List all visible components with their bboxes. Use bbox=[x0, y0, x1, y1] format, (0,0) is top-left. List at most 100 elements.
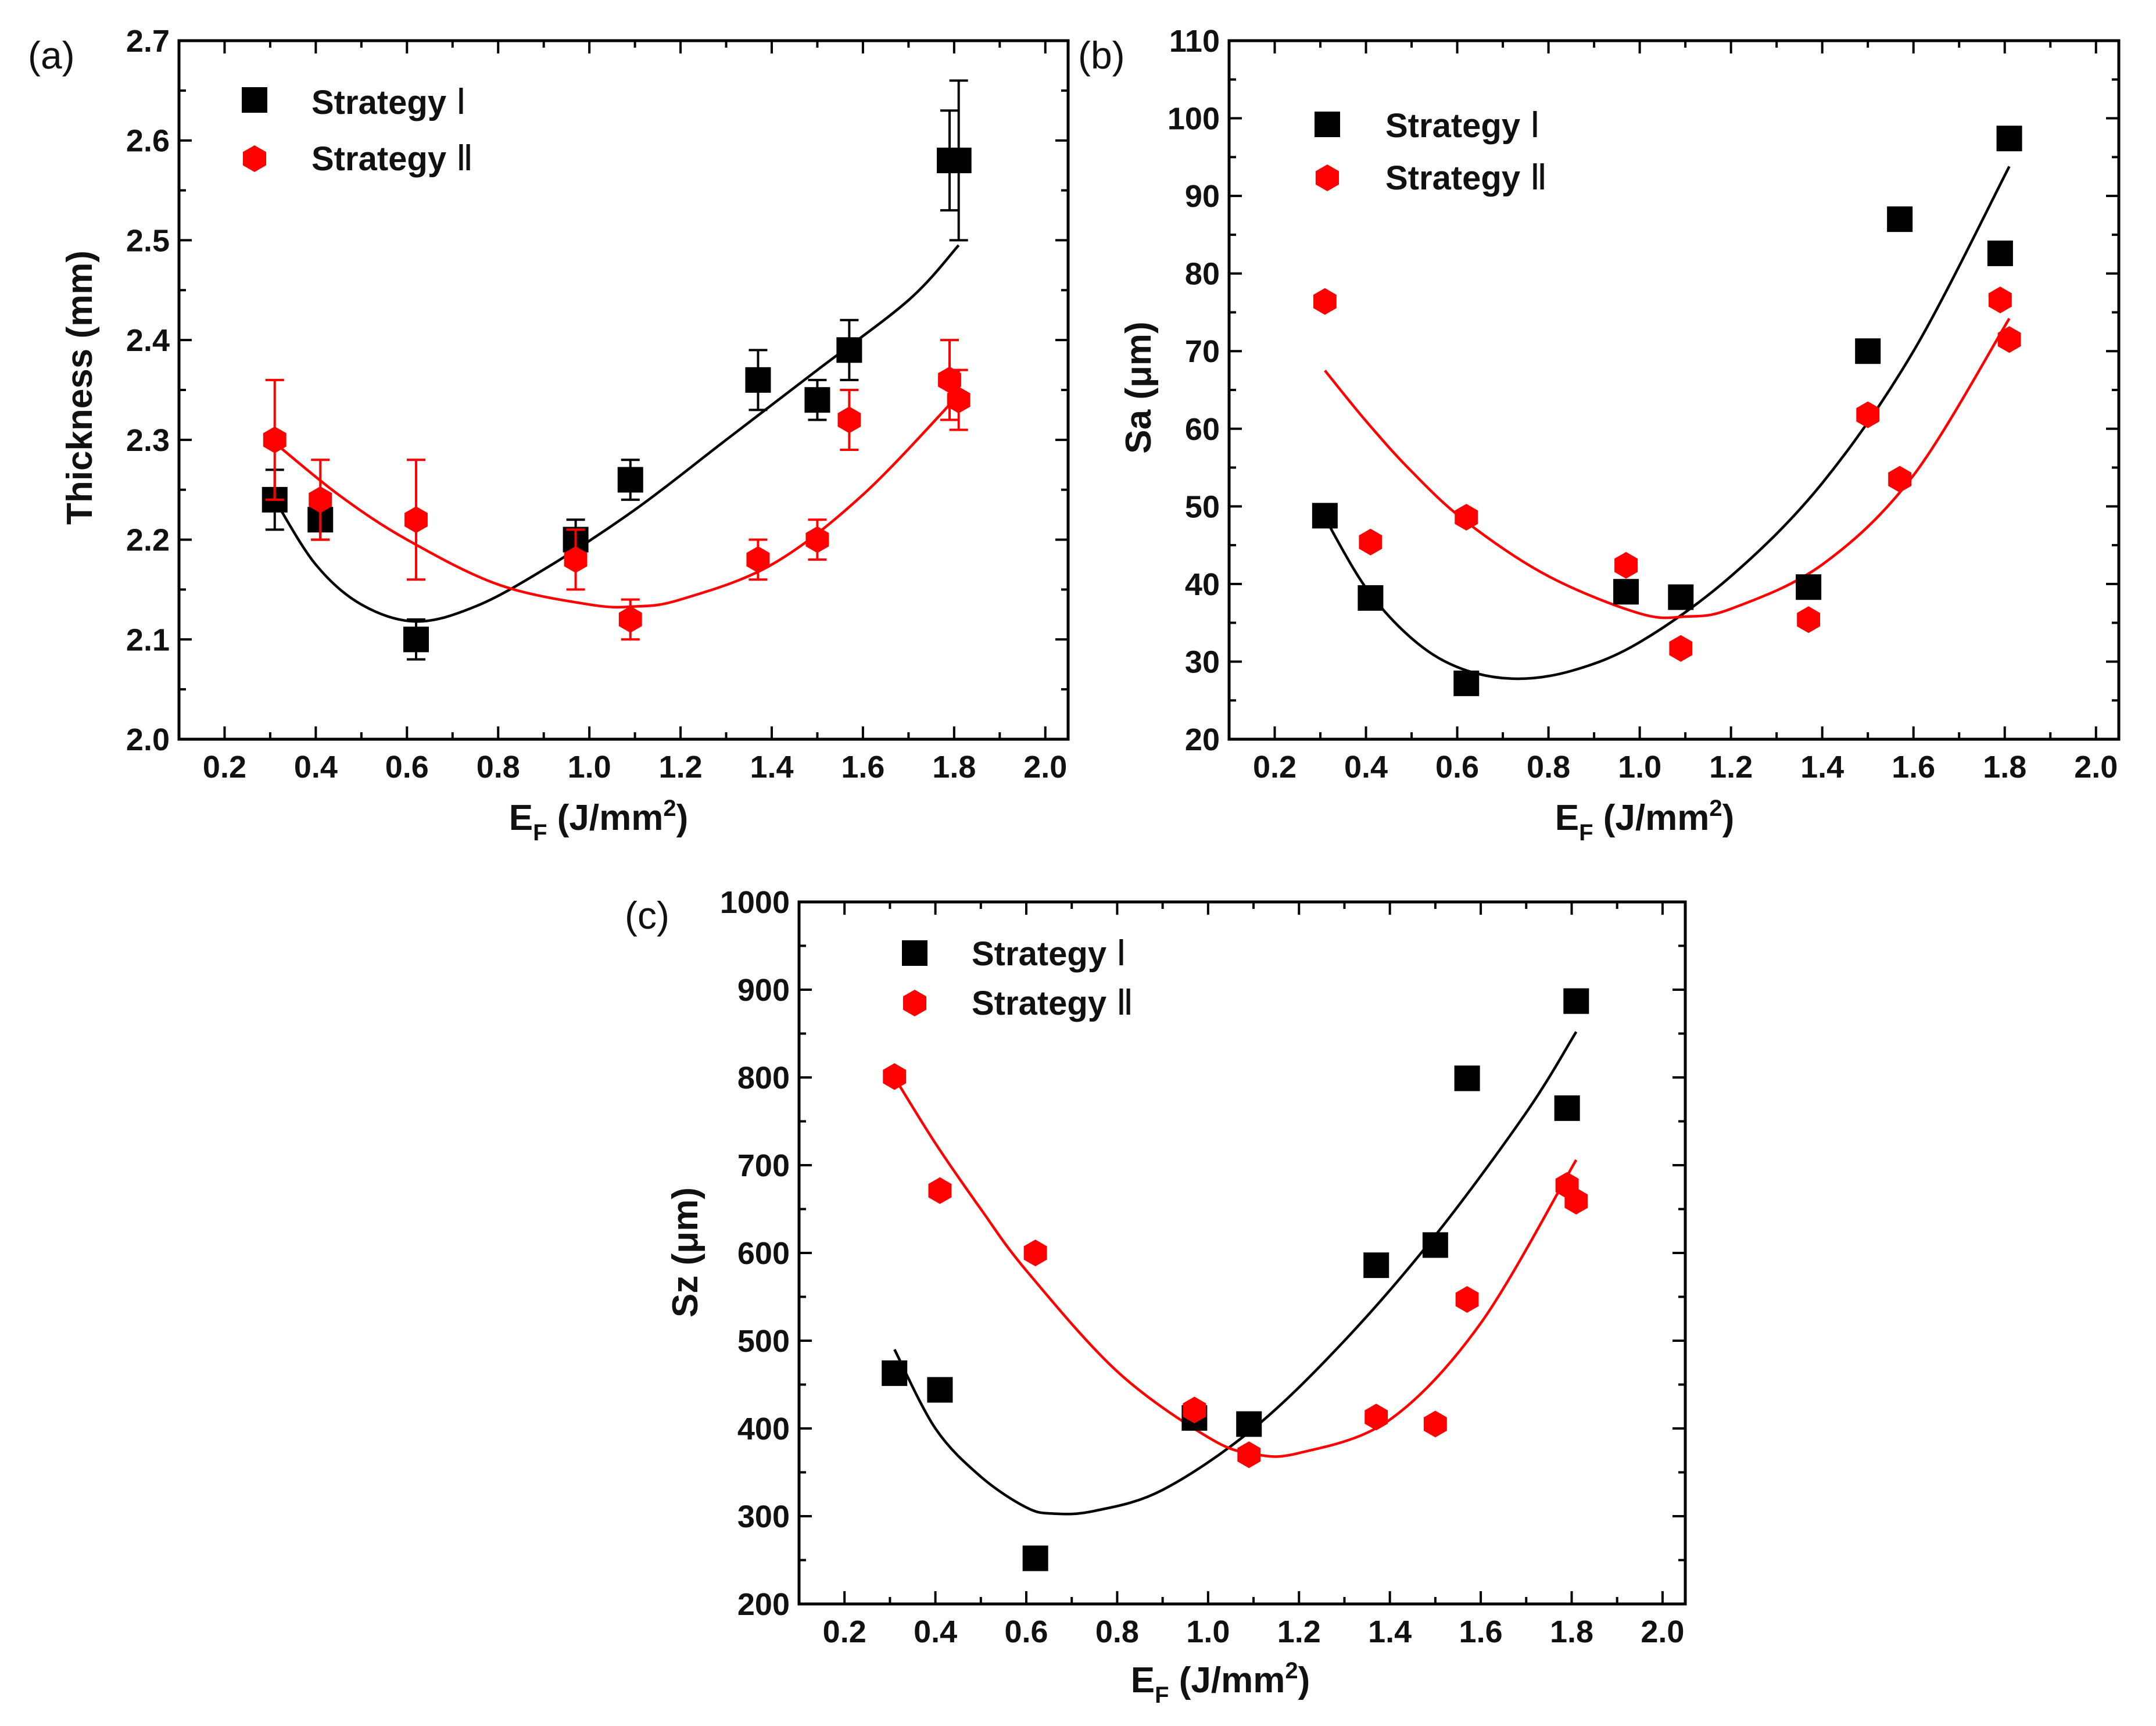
panel-c-y-tick-label-500: 500 bbox=[737, 1324, 790, 1359]
panel-a-y-tick-label-2-6: 2.6 bbox=[126, 124, 170, 159]
panel-b-x-tick-label-1: 1.0 bbox=[1618, 750, 1661, 785]
panel-b-point-strategy-2 bbox=[1669, 635, 1693, 662]
panel-c-point-strategy-2 bbox=[1455, 1286, 1479, 1313]
panel-b-series-strategy-1 bbox=[1312, 126, 2022, 696]
panel-a-x-tick-label-0-4: 0.4 bbox=[294, 750, 338, 785]
panel-b-y-tick-label-50: 50 bbox=[1185, 489, 1220, 524]
panel-c-label: (c) bbox=[625, 894, 669, 937]
panel-b-y-tick-label-20: 20 bbox=[1185, 722, 1220, 757]
panel-b-axes: 0.2 0.4 0.6 0.8 1.0 1.2 1.4 1.6 1.8 2.0 20 30 40 50 60… bbox=[1167, 24, 2121, 785]
panel-b-point-strategy-2 bbox=[1359, 528, 1383, 556]
panel-b-x-tick-label-1-2: 1.2 bbox=[1709, 750, 1753, 785]
panel-a-point-strategy-1 bbox=[804, 387, 830, 413]
panel-b-point-strategy-1 bbox=[1996, 126, 2022, 152]
panel-a-legend-marker-strategy-2 bbox=[243, 145, 266, 172]
panel-b-legend-marker-strategy-2 bbox=[1316, 164, 1339, 191]
panel-b-x-axis-title: EF (J/mm2) bbox=[1555, 796, 1735, 846]
panel-c-y-tick-label-400: 400 bbox=[737, 1412, 790, 1446]
panel-b-legend: Strategy Ⅰ Strategy Ⅱ bbox=[1315, 106, 1548, 198]
panel-a-point-strategy-2 bbox=[746, 546, 770, 573]
panel-b-point-strategy-2 bbox=[1997, 326, 2021, 353]
panel-a-y-tick-label-2-5: 2.5 bbox=[126, 223, 170, 258]
panel-a-x-tick-label-0-8: 0.8 bbox=[477, 750, 520, 785]
panel-c-plot-frame bbox=[797, 900, 1687, 1606]
panel-c-point-strategy-2 bbox=[1564, 1187, 1588, 1215]
panel-c-legend-marker-strategy-2 bbox=[903, 990, 926, 1016]
panel-a-y-tick-label-2: 2.0 bbox=[126, 722, 170, 757]
panel-b-x-tick-label-1-6: 1.6 bbox=[1892, 750, 1935, 785]
panel-c-point-strategy-2 bbox=[928, 1177, 952, 1204]
panel-a-x-axis-title: EF (J/mm2) bbox=[509, 796, 689, 846]
panel-a-point-strategy-1 bbox=[403, 626, 429, 653]
panel-b-fit-curve-strategy-2 bbox=[1324, 317, 2011, 620]
panel-c-x-tick-label-1-4: 1.4 bbox=[1368, 1614, 1412, 1649]
panel-a-point-strategy-2 bbox=[805, 526, 829, 553]
panel-c-point-strategy-2 bbox=[1424, 1410, 1447, 1438]
panel-a-y-axis-title: Thickness (mm) bbox=[60, 250, 100, 525]
panel-a-axes: 0.2 0.4 0.6 0.8 1.0 1.2 1.4 1.6 1.8 2.0 2.0 2.1 2.2 2… bbox=[126, 24, 1070, 785]
panel-a-point-strategy-2 bbox=[938, 366, 961, 393]
panel-b-point-strategy-2 bbox=[1856, 401, 1880, 428]
panel-c-y-tick-label-900: 900 bbox=[737, 973, 790, 1008]
panel-b-point-strategy-2 bbox=[1797, 606, 1820, 633]
panel-a-label: (a) bbox=[28, 34, 75, 77]
panel-c-y-tick-label-700: 700 bbox=[737, 1148, 790, 1183]
panel-b-legend-label-strategy-2: Strategy Ⅱ bbox=[1385, 158, 1548, 198]
panel-a-thickness: (a) Thickness (mm) EF (J/mm2) 0.2 0.4 0.6 0… bbox=[28, 24, 1070, 846]
panel-b-y-tick-label-100: 100 bbox=[1167, 102, 1220, 137]
panel-c-legend: Strategy Ⅰ Strategy Ⅱ bbox=[902, 934, 1134, 1023]
panel-b-point-strategy-1 bbox=[1855, 338, 1881, 364]
panel-c-x-tick-label-0-2: 0.2 bbox=[823, 1614, 866, 1649]
panel-b-point-strategy-1 bbox=[1358, 585, 1384, 611]
panel-c-point-strategy-1 bbox=[1236, 1411, 1262, 1437]
panel-a-x-tick-label-1-8: 1.8 bbox=[932, 750, 976, 785]
panel-b-y-tick-label-30: 30 bbox=[1185, 644, 1220, 679]
panel-c-x-tick-label-0-8: 0.8 bbox=[1095, 1614, 1139, 1649]
panel-a-y-tick-label-2-3: 2.3 bbox=[126, 423, 170, 458]
panel-c-point-strategy-1 bbox=[1363, 1252, 1389, 1279]
panel-a-point-strategy-1 bbox=[745, 367, 771, 393]
panel-b-x-tick-label-1-8: 1.8 bbox=[1983, 750, 2026, 785]
panel-a-x-tick-label-0-2: 0.2 bbox=[203, 750, 246, 785]
panel-c-point-strategy-1 bbox=[1454, 1065, 1480, 1091]
panel-b-y-axis-title: Sa (μm) bbox=[1119, 321, 1159, 453]
panel-b-fit-curve-strategy-1 bbox=[1323, 166, 2011, 681]
panel-c-point-strategy-2 bbox=[1183, 1396, 1206, 1424]
panel-a-point-strategy-1 bbox=[836, 337, 862, 363]
panel-c-axes: 0.2 0.4 0.6 0.8 1.0 1.2 1.4 1.6 1.8 2.0 200 300 400 5… bbox=[720, 885, 1687, 1649]
panel-c-point-strategy-2 bbox=[1364, 1403, 1388, 1431]
panel-a-y-tick-label-2-7: 2.7 bbox=[126, 24, 170, 59]
panel-c-x-tick-label-0-4: 0.4 bbox=[914, 1614, 957, 1649]
panel-a-legend-marker-strategy-1 bbox=[242, 87, 267, 113]
panel-b-series-strategy-2 bbox=[1313, 287, 2021, 662]
panel-c-point-strategy-1 bbox=[1554, 1095, 1580, 1121]
panel-a-series-strategy-2 bbox=[263, 339, 970, 641]
panel-a-legend-label-strategy-2: Strategy Ⅱ bbox=[311, 139, 474, 178]
panel-a-fit-curve-strategy-2 bbox=[274, 394, 960, 609]
panel-b-point-strategy-2 bbox=[1614, 552, 1638, 579]
panel-c-point-strategy-1 bbox=[1563, 988, 1589, 1014]
panel-b-point-strategy-2 bbox=[1313, 288, 1337, 315]
panel-b-label: (b) bbox=[1078, 34, 1125, 77]
panel-a-y-tick-label-2-1: 2.1 bbox=[126, 622, 170, 657]
panel-b-x-tick-label-0-8: 0.8 bbox=[1527, 750, 1570, 785]
panel-c-x-tick-label-1-8: 1.8 bbox=[1550, 1614, 1593, 1649]
panel-b-point-strategy-1 bbox=[1668, 584, 1694, 610]
panel-c-x-axis-title: EF (J/mm2) bbox=[1131, 1658, 1310, 1708]
panel-a-point-strategy-1 bbox=[617, 467, 643, 493]
panel-b-y-tick-label-110: 110 bbox=[1169, 24, 1220, 59]
panel-b-x-tick-label-0-6: 0.6 bbox=[1435, 750, 1479, 785]
panel-b-x-tick-label-2: 2.0 bbox=[2074, 750, 2118, 785]
panel-c-y-tick-label-600: 600 bbox=[737, 1236, 790, 1271]
panel-c-series-strategy-1 bbox=[882, 988, 1589, 1571]
panel-b-sa: (b) Sa (μm) EF (J/mm2) 0.2 0.4 0.6 0.8 1.0 1.… bbox=[1078, 24, 2121, 846]
panel-c-y-tick-label-800: 800 bbox=[737, 1061, 790, 1095]
panel-a-x-tick-label-1-2: 1.2 bbox=[659, 750, 703, 785]
panel-a-legend: Strategy Ⅰ Strategy Ⅱ bbox=[242, 83, 474, 178]
panel-c-fit-curve-strategy-2 bbox=[893, 1076, 1578, 1458]
panel-c-point-strategy-1 bbox=[1422, 1232, 1448, 1258]
panel-c-y-tick-label-200: 200 bbox=[737, 1587, 790, 1622]
panel-c-legend-marker-strategy-1 bbox=[902, 940, 927, 966]
panel-a-point-strategy-2 bbox=[404, 506, 428, 533]
panel-b-plot-frame bbox=[1227, 39, 2121, 741]
